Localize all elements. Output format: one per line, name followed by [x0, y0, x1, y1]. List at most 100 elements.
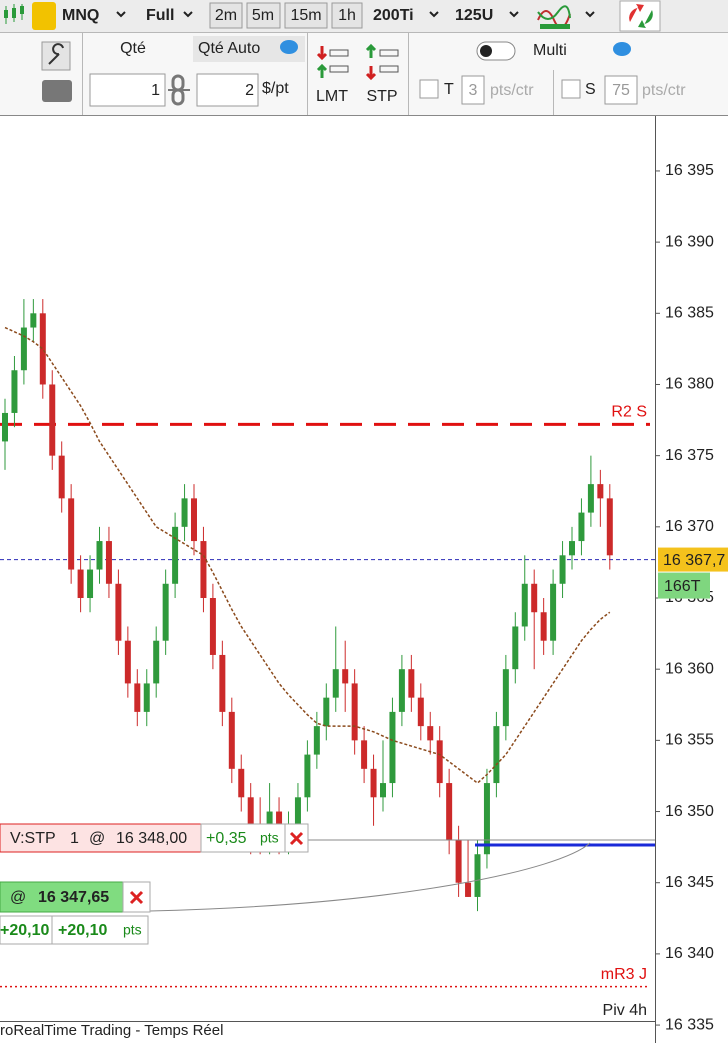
chevron[interactable]	[116, 11, 126, 18]
stp-icon[interactable]	[365, 43, 399, 81]
plot: 16 335 16 340 16 345 16 350 16 355 16 360 16 3…	[0, 162, 728, 1033]
candle-body	[398, 669, 405, 712]
tf-button[interactable]	[284, 2, 328, 29]
qty-label: Qté	[120, 40, 146, 57]
chevron[interactable]	[429, 11, 439, 18]
candle-body	[49, 384, 56, 456]
settings-button[interactable]	[41, 41, 71, 71]
timeframe[interactable]: 15m	[290, 7, 321, 24]
keyboard-button[interactable]	[42, 80, 72, 102]
candle-body	[134, 683, 141, 712]
candle-body	[323, 697, 330, 727]
target[interactable]: 3	[469, 82, 478, 99]
stop-value[interactable]: 75	[612, 82, 630, 99]
candle-body	[2, 412, 8, 442]
candle-body	[143, 683, 150, 712]
position-at: @	[10, 889, 26, 906]
candle-body	[465, 882, 472, 897]
units[interactable]: 125U	[455, 7, 493, 24]
chevron[interactable]	[585, 11, 595, 18]
help-bubble[interactable]	[280, 40, 298, 54]
candle-body	[247, 797, 254, 826]
checkbox[interactable]	[561, 79, 581, 99]
stp-button[interactable]: STP	[366, 88, 397, 105]
candle-body	[540, 612, 547, 641]
pnl-box	[0, 915, 53, 945]
qty-auto[interactable]: Qté Auto	[198, 40, 260, 57]
refresh-icon	[638, 10, 653, 28]
y-tick-label: 16 375	[665, 447, 714, 464]
volume-label: 166T	[664, 578, 701, 595]
connector	[149, 842, 591, 912]
candle-body	[209, 598, 216, 655]
pivot-label: Piv 4h	[603, 1002, 647, 1019]
stop-unit: pts	[260, 830, 279, 846]
qty[interactable]: 1	[151, 82, 160, 99]
last-price-label: 16 367,7	[663, 552, 725, 569]
footer: roRealTime Trading - Temps Réel	[0, 1022, 223, 1039]
toggle-knob	[480, 45, 492, 57]
link-button[interactable]	[32, 2, 56, 30]
position-pnl-pts: +20,10	[58, 922, 107, 939]
candle-body	[228, 711, 235, 769]
multi-label: Multi	[533, 42, 567, 59]
candle-body	[559, 555, 566, 584]
candle-body	[351, 683, 358, 741]
candle-body	[512, 626, 519, 670]
qty-input[interactable]	[89, 73, 166, 107]
y-tick-label: 16 380	[665, 376, 714, 393]
y-tick-label: 16 395	[665, 162, 714, 179]
instrument[interactable]: MNQ	[62, 7, 99, 24]
checkbox[interactable]	[419, 79, 439, 99]
y-tick-label: 16 390	[665, 233, 714, 250]
moving-average	[4, 326, 611, 785]
ticks[interactable]: 200Ti	[373, 7, 414, 24]
candle-body	[417, 697, 424, 727]
chevron[interactable]	[509, 11, 519, 18]
timeframe[interactable]: 1h	[338, 7, 356, 24]
position-unit: pts	[123, 922, 142, 938]
stop-pnl: +0,35	[206, 830, 247, 847]
stop-input[interactable]	[604, 75, 638, 105]
wrench-icon	[48, 43, 64, 65]
lmt-button[interactable]: LMT	[316, 88, 348, 105]
candle-body	[191, 498, 197, 542]
lmt-icon[interactable]	[316, 46, 349, 78]
candle-body	[578, 512, 585, 542]
link-icon[interactable]	[168, 74, 190, 106]
candle-body	[606, 498, 613, 556]
amount-input[interactable]	[196, 73, 259, 107]
candle-body	[96, 541, 103, 570]
tf-button[interactable]	[331, 2, 363, 29]
help-bubble[interactable]	[613, 42, 631, 56]
position-pnl: +20,10	[0, 922, 49, 939]
y-tick-label: 16 350	[665, 803, 714, 820]
tf-button[interactable]	[209, 2, 243, 29]
cancel-icon	[289, 831, 304, 846]
indicator-icon[interactable]	[537, 5, 571, 29]
pnl-box	[51, 915, 149, 945]
candle-body	[446, 783, 453, 841]
timeframe[interactable]: 5m	[252, 7, 274, 24]
candle-body	[597, 484, 604, 499]
candle-body	[124, 640, 131, 684]
level-label: R2 S	[611, 404, 647, 421]
amount[interactable]: 2	[245, 82, 254, 99]
tf-button[interactable]	[246, 2, 281, 29]
candle-body	[313, 726, 320, 755]
chevron[interactable]	[183, 11, 193, 18]
candle-body	[162, 583, 169, 641]
toolbar	[0, 0, 728, 32]
stop-price: 16 348,00	[116, 830, 187, 847]
chart-icon[interactable]	[4, 4, 24, 24]
candle-body	[550, 583, 557, 641]
candle-body	[181, 498, 188, 527]
target-input[interactable]	[461, 75, 485, 105]
candle-body	[483, 783, 490, 855]
timeframe[interactable]: 2m	[215, 7, 237, 24]
candle-body	[427, 726, 434, 741]
mode[interactable]: Full	[146, 7, 174, 24]
y-tick-label: 16 385	[665, 305, 714, 322]
candle-body	[455, 840, 462, 883]
